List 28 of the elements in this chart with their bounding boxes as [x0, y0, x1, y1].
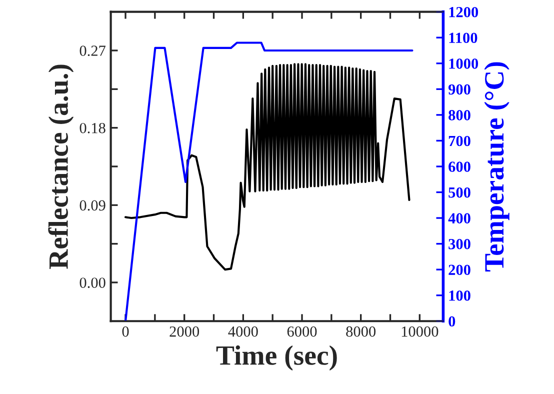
y2-tick-label: 700: [448, 136, 470, 146]
x-tick-label: 6000: [287, 326, 317, 337]
x-tick-label: 8000: [346, 326, 376, 337]
y-tick-label: 0.27: [80, 46, 106, 56]
x-tick-label: 4000: [228, 326, 258, 337]
y2-tick-label: 1200: [449, 6, 478, 18]
y2-tick-label: 1000: [449, 58, 478, 69]
y-axis-title: Reflectance (a.u.): [48, 64, 74, 269]
y2-tick-label: 200: [448, 264, 470, 276]
line-series: [124, 63, 410, 271]
y2-tick-label: 900: [448, 84, 470, 95]
y-tick-label: 0.00: [80, 278, 106, 288]
y2-tick-label: 800: [448, 110, 470, 120]
y2-axis-title: Temperature (°C): [484, 62, 510, 272]
x-tick-label: 10000: [402, 326, 438, 337]
y2-tick-label: 500: [448, 187, 470, 198]
y2-tick-label: 400: [448, 213, 470, 224]
y2-tick-label: 600: [448, 162, 470, 172]
y-tick-label: 0.09: [80, 200, 106, 211]
y2-tick-label: 0: [448, 316, 456, 327]
y2-tick-label: 1100: [449, 32, 478, 44]
x-tick-label: 2000: [170, 326, 200, 337]
line-series: [124, 42, 414, 322]
y-tick-label: 0.18: [80, 122, 106, 134]
y2-tick-label: 100: [449, 290, 470, 301]
x-axis-title: Time (sec): [216, 345, 337, 371]
y2-tick-label: 300: [448, 238, 470, 250]
x-tick-label: 0: [122, 326, 129, 337]
